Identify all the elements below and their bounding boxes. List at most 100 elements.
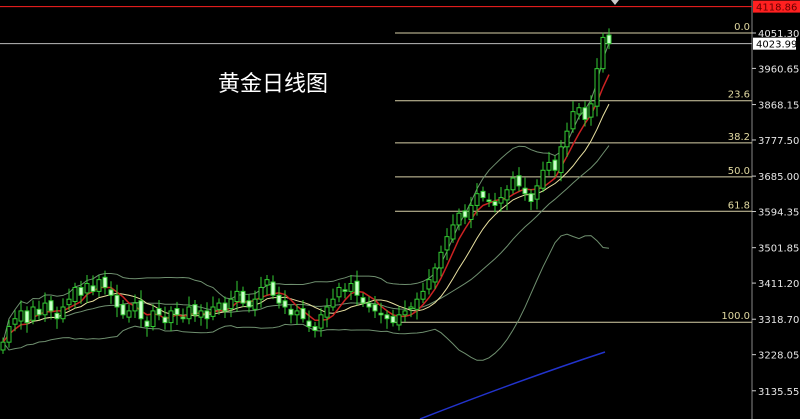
candle-body bbox=[234, 290, 240, 303]
y-tick-label: 3318.70 bbox=[758, 315, 799, 326]
chart-title: 黄金日线图 bbox=[218, 72, 329, 97]
bollinger-lower-band bbox=[2, 233, 610, 361]
fib-label-38.2: 38.2 bbox=[728, 132, 750, 143]
candle-body bbox=[120, 304, 126, 316]
y-tick-label: 3228.05 bbox=[758, 351, 799, 362]
candle-body bbox=[540, 169, 546, 189]
candle-body bbox=[162, 316, 168, 324]
candle-body bbox=[150, 310, 156, 328]
candle-body bbox=[96, 279, 102, 292]
candle-body bbox=[222, 302, 228, 312]
candle-body bbox=[192, 304, 198, 316]
y-tick-label: 3501.85 bbox=[758, 244, 799, 255]
candle-body bbox=[336, 286, 342, 298]
alert-price-label: 4118.86 bbox=[756, 3, 797, 14]
candle-body bbox=[378, 312, 384, 316]
candle-body bbox=[174, 308, 180, 316]
candle-body bbox=[534, 185, 540, 200]
candle-body bbox=[204, 310, 210, 320]
candle-body bbox=[252, 298, 258, 310]
bollinger-upper-band bbox=[2, 42, 610, 343]
candle-body bbox=[582, 107, 588, 120]
candle-body bbox=[504, 189, 510, 201]
candle-body bbox=[288, 308, 294, 316]
candle-body bbox=[330, 298, 336, 308]
candle-body bbox=[54, 312, 60, 320]
candle-body bbox=[468, 204, 474, 220]
candle-body bbox=[420, 290, 426, 300]
candle-body bbox=[312, 326, 318, 331]
candle-body bbox=[228, 298, 234, 310]
fib-label-50.0: 50.0 bbox=[728, 166, 750, 177]
candle-body bbox=[294, 310, 300, 316]
fib-label-23.6: 23.6 bbox=[728, 90, 750, 101]
candle-body bbox=[270, 281, 276, 296]
candle-body bbox=[306, 320, 312, 328]
candle-body bbox=[384, 314, 390, 320]
candle-body bbox=[366, 302, 372, 308]
candle-body bbox=[396, 314, 402, 326]
candle-body bbox=[606, 34, 612, 45]
candle-body bbox=[492, 201, 498, 206]
current-price-tag bbox=[753, 37, 796, 50]
candle-body bbox=[588, 103, 594, 118]
candle-body bbox=[318, 314, 324, 329]
y-tick-label: 3685.00 bbox=[758, 172, 799, 183]
candle-body bbox=[342, 289, 348, 292]
alert-price-tag bbox=[753, 0, 800, 13]
y-tick-label: 3960.65 bbox=[758, 64, 799, 75]
candle-body bbox=[372, 304, 378, 312]
candle-body bbox=[126, 310, 132, 318]
candle-body bbox=[18, 310, 24, 322]
candle-body bbox=[144, 320, 150, 328]
y-tick-label: 3594.35 bbox=[758, 208, 799, 219]
candle-body bbox=[276, 294, 282, 304]
candle-body bbox=[258, 286, 264, 300]
candle-body bbox=[528, 193, 534, 203]
candle-body bbox=[414, 298, 420, 310]
candle-body bbox=[30, 306, 36, 321]
candle-body bbox=[0, 341, 6, 351]
candle-body bbox=[432, 267, 438, 283]
fib-label-61.8: 61.8 bbox=[728, 200, 750, 211]
candle-body bbox=[186, 306, 192, 320]
candle-body bbox=[456, 212, 462, 226]
candle-body bbox=[84, 283, 90, 294]
candle-body bbox=[486, 199, 492, 203]
candle-body bbox=[546, 161, 552, 171]
candle-body bbox=[156, 308, 162, 316]
candle-body bbox=[210, 306, 216, 317]
candle-body bbox=[498, 197, 504, 204]
candle-body bbox=[102, 276, 108, 288]
candle-body bbox=[78, 286, 84, 296]
fib-label-100.0: 100.0 bbox=[721, 311, 750, 322]
y-tick-label: 3868.15 bbox=[758, 101, 799, 112]
y-tick-label: 3777.50 bbox=[758, 136, 799, 147]
candle-body bbox=[438, 251, 444, 269]
candle-body bbox=[474, 193, 480, 206]
candle-body bbox=[90, 285, 96, 292]
candle-body bbox=[60, 306, 66, 320]
candle-body bbox=[426, 279, 432, 290]
candle-body bbox=[360, 297, 366, 304]
candle-body bbox=[198, 310, 204, 318]
candle-body bbox=[246, 300, 252, 308]
candle-body bbox=[570, 111, 576, 130]
candle-body bbox=[576, 107, 582, 115]
candle-body bbox=[282, 300, 288, 308]
candle-body bbox=[114, 294, 120, 308]
candle-body bbox=[600, 36, 606, 70]
candle-body bbox=[558, 146, 564, 174]
y-tick-label: 3411.20 bbox=[758, 279, 799, 290]
candle-body bbox=[138, 300, 144, 320]
bollinger-middle-band bbox=[2, 145, 610, 343]
candle-body bbox=[264, 279, 270, 286]
current-price-label: 4023.99 bbox=[756, 40, 797, 51]
scroll-marker-icon[interactable] bbox=[611, 0, 619, 5]
candle-body bbox=[408, 306, 414, 310]
candle-body bbox=[132, 302, 138, 312]
candle-body bbox=[180, 316, 186, 320]
y-tick-label: 4051.30 bbox=[758, 29, 799, 40]
